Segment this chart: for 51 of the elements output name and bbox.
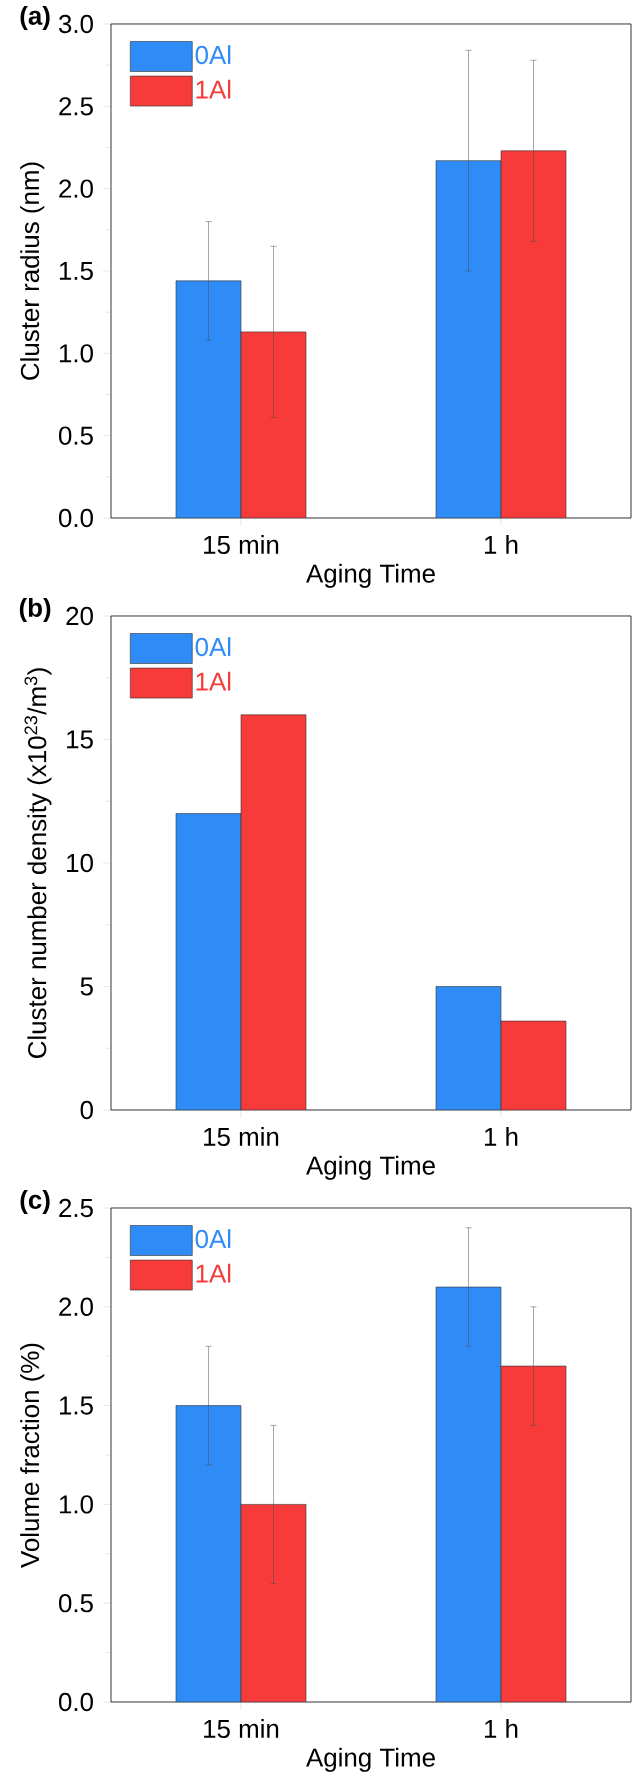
y-tick-label: 2.0	[59, 179, 93, 198]
bar	[500, 1365, 567, 1702]
x-axis-title: Aging Time	[306, 563, 435, 588]
y-tick-label: 1.0	[59, 1495, 93, 1514]
y-tick-label: 2.5	[59, 1198, 93, 1218]
x-tick-label: 15 min	[204, 1127, 279, 1147]
bar	[175, 1405, 242, 1702]
y-tick-label: 3.0	[58, 14, 93, 34]
x-tick-label: 15 min	[204, 535, 279, 555]
legend-label: 0Al	[195, 637, 231, 657]
chart-title: (b)	[19, 597, 51, 623]
bar	[240, 1504, 307, 1702]
y-tick-label: 1.5	[59, 1396, 93, 1415]
y-tick-label: 10	[67, 853, 93, 873]
x-tick-label: 1 h	[484, 1719, 518, 1738]
y-axis-title: Cluster number density (x10$^{23}$/m$^{3}$)	[24, 668, 52, 1058]
bar	[500, 150, 567, 518]
legend-label: 1Al	[196, 671, 231, 691]
chart-title: (a)	[20, 5, 50, 31]
y-tick-label: 1.0	[59, 344, 93, 363]
bar	[435, 986, 502, 1110]
bar	[500, 1020, 567, 1110]
bar	[435, 1286, 502, 1702]
x-axis-title: Aging Time	[306, 1747, 435, 1772]
y-tick-label: 0.5	[58, 1594, 93, 1613]
y-tick-label: 0.0	[58, 508, 93, 528]
legend-label: 1Al	[196, 79, 231, 99]
legend-label: 1Al	[196, 1263, 231, 1283]
y-tick-label: 20	[66, 606, 93, 626]
y-tick-label: 1.5	[59, 261, 93, 281]
bar	[240, 714, 307, 1110]
legend-label: 0Al	[195, 45, 231, 65]
chart-title: (c)	[20, 1189, 50, 1215]
y-tick-label: 2.5	[59, 97, 93, 116]
bar	[240, 331, 307, 518]
bar	[175, 280, 242, 518]
y-tick-label: 0	[80, 1100, 93, 1120]
y-tick-label: 0.5	[58, 426, 93, 445]
y-axis-title: Cluster radius (nm)	[20, 162, 45, 380]
x-tick-label: 1 h	[484, 1127, 518, 1146]
bar	[435, 160, 502, 518]
legend-label: 0Al	[195, 1229, 231, 1249]
y-axis-title: Volume fraction (%)	[20, 1343, 45, 1568]
y-tick-label: 2.0	[59, 1297, 93, 1316]
y-tick-label: 15	[67, 730, 93, 749]
y-tick-label: 5	[80, 977, 93, 996]
x-tick-label: 1 h	[484, 535, 518, 554]
x-axis-title: Aging Time	[306, 1155, 435, 1180]
bar	[175, 813, 242, 1110]
x-tick-label: 15 min	[204, 1719, 279, 1739]
y-tick-label: 0.0	[58, 1692, 93, 1712]
